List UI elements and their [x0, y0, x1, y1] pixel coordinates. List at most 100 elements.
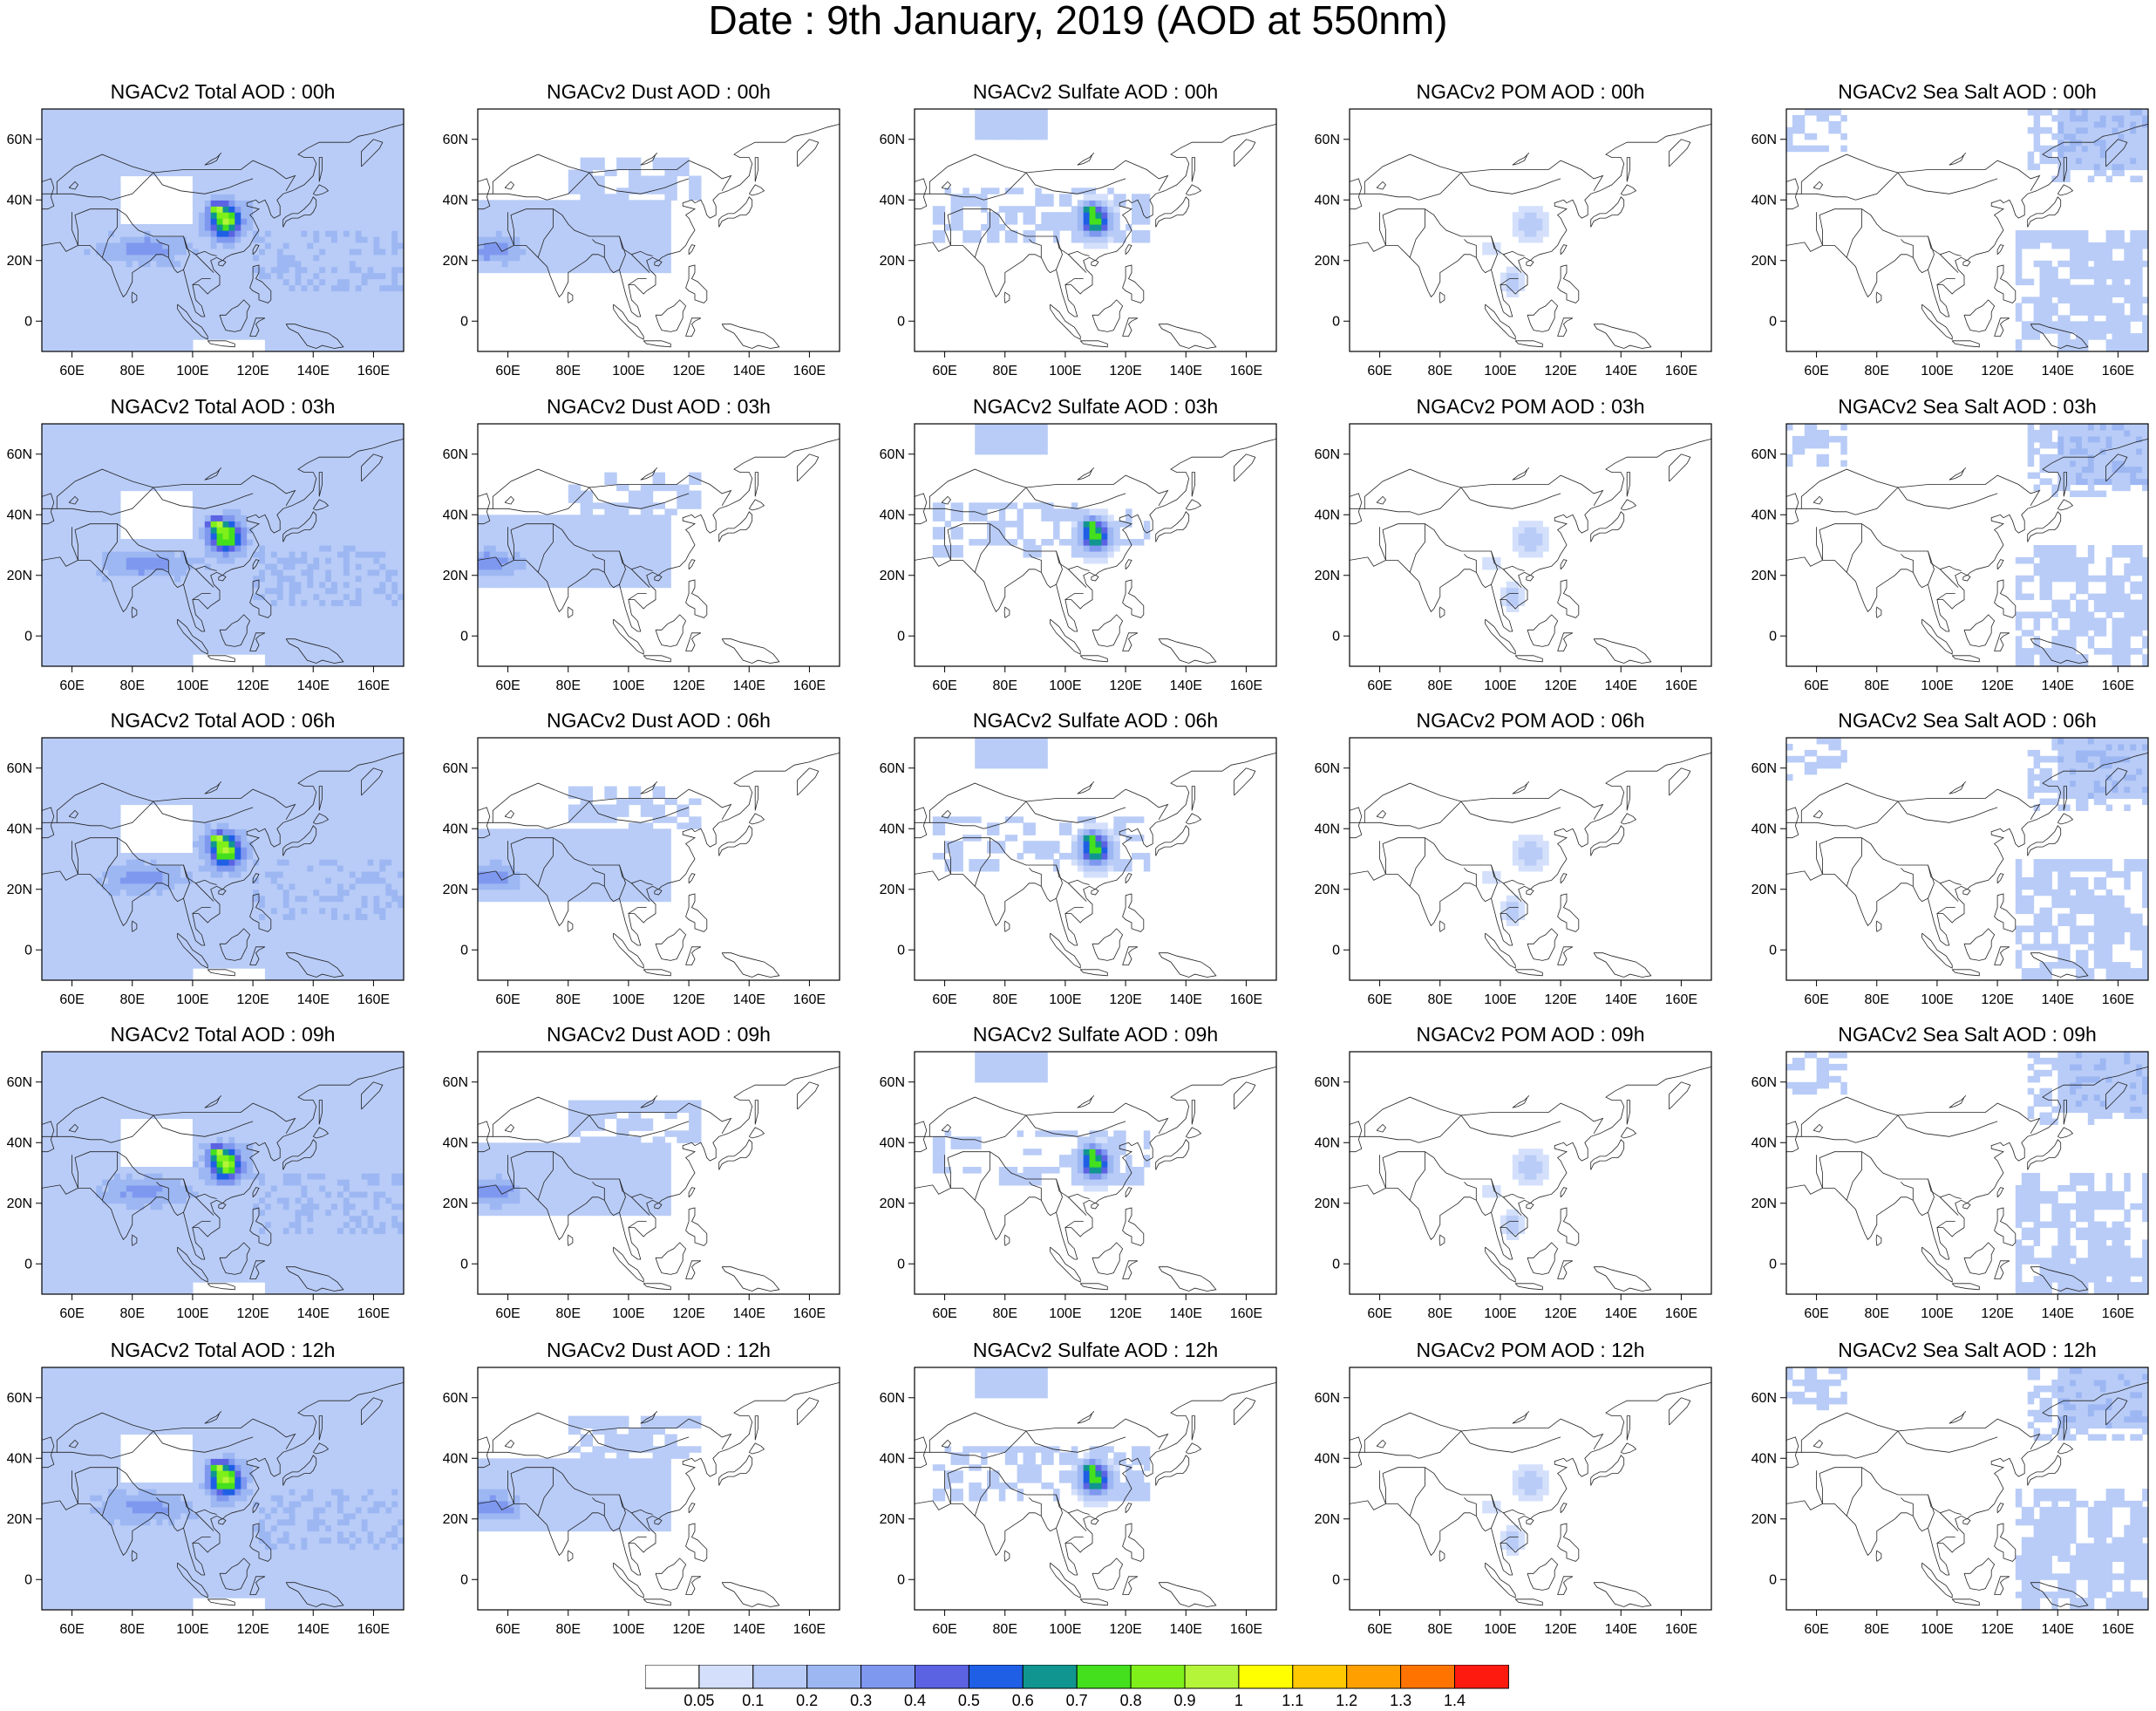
aod-field — [1482, 521, 1549, 612]
y-tick-label: 40N — [1751, 821, 1777, 836]
x-tick-label: 120E — [1109, 1622, 1141, 1637]
y-tick-label: 40N — [7, 193, 32, 208]
x-tick-label: 140E — [2042, 678, 2074, 693]
x-tick-label: 100E — [1049, 678, 1081, 693]
x-tick-label: 100E — [176, 1306, 208, 1321]
y-tick-label: 0 — [460, 943, 468, 958]
y-tick-label: 60N — [1751, 1075, 1777, 1090]
x-tick-label: 100E — [1484, 1306, 1516, 1321]
y-tick-label: 0 — [1769, 1257, 1777, 1271]
y-tick-label: 0 — [897, 314, 905, 329]
x-tick-label: 140E — [1605, 1306, 1637, 1321]
y-tick-label: 40N — [880, 821, 905, 836]
panel-title: NGACv2 Sea Salt AOD : 09h — [1786, 1024, 2148, 1045]
x-tick-label: 100E — [176, 364, 208, 378]
x-tick-label: 60E — [495, 364, 520, 378]
x-tick-label: 60E — [495, 1622, 520, 1637]
x-tick-label: 140E — [297, 678, 330, 693]
y-tick-label: 20N — [7, 1196, 32, 1211]
panel-title: NGACv2 Sea Salt AOD : 03h — [1786, 396, 2148, 417]
y-tick-label: 40N — [1315, 193, 1340, 208]
y-tick-label: 60N — [880, 133, 905, 147]
y-tick-label: 20N — [1751, 1196, 1777, 1211]
x-tick-label: 120E — [672, 678, 704, 693]
y-tick-label: 20N — [443, 1196, 468, 1211]
x-tick-label: 80E — [993, 678, 1017, 693]
x-tick-label: 140E — [2042, 1622, 2074, 1637]
x-tick-label: 120E — [1544, 992, 1576, 1007]
y-tick-label: 60N — [880, 1391, 905, 1406]
y-tick-label: 20N — [443, 254, 468, 269]
y-tick-label: 60N — [7, 447, 32, 462]
colorbar-swatch — [753, 1665, 807, 1688]
panel-title: NGACv2 Sulfate AOD : 00h — [915, 81, 1276, 102]
x-tick-label: 140E — [1170, 992, 1202, 1007]
aod-field — [1786, 424, 2149, 667]
x-tick-label: 100E — [1921, 1306, 1953, 1321]
y-tick-label: 60N — [880, 1075, 905, 1090]
y-tick-label: 0 — [460, 1257, 468, 1271]
x-tick-label: 80E — [556, 678, 581, 693]
y-tick-label: 60N — [443, 133, 468, 147]
colorbar-label: 0.6 — [1012, 1692, 1034, 1707]
y-tick-label: 0 — [897, 1257, 905, 1271]
x-tick-label: 140E — [1605, 1622, 1637, 1637]
x-tick-label: 80E — [1865, 1622, 1889, 1637]
x-tick-label: 100E — [1049, 992, 1081, 1007]
x-tick-label: 140E — [1170, 678, 1202, 693]
colorbar-label: 0.9 — [1173, 1692, 1195, 1707]
x-tick-label: 60E — [932, 678, 956, 693]
y-tick-label: 20N — [1751, 1512, 1777, 1527]
colorbar-swatch — [969, 1665, 1023, 1688]
aod-field — [1482, 206, 1549, 297]
y-tick-label: 40N — [1751, 1451, 1777, 1466]
aod-field — [478, 473, 702, 589]
y-tick-label: 20N — [7, 254, 32, 269]
panel-title: NGACv2 Sulfate AOD : 03h — [915, 396, 1276, 417]
x-tick-label: 140E — [733, 364, 765, 378]
panel-title: NGACv2 Total AOD : 00h — [42, 81, 404, 102]
x-tick-label: 120E — [236, 1622, 269, 1637]
y-tick-label: 20N — [880, 569, 905, 583]
x-tick-label: 160E — [793, 1622, 826, 1637]
y-tick-label: 0 — [1769, 629, 1777, 644]
y-tick-label: 60N — [7, 1391, 32, 1406]
x-tick-label: 120E — [1544, 1306, 1576, 1321]
x-tick-label: 80E — [1428, 1306, 1452, 1321]
colorbar-label: 1.2 — [1336, 1692, 1357, 1707]
y-tick-label: 40N — [443, 508, 468, 522]
aod-field — [933, 424, 1151, 564]
y-tick-label: 0 — [897, 1572, 905, 1587]
x-tick-label: 60E — [1804, 992, 1828, 1007]
y-tick-label: 60N — [1751, 447, 1777, 462]
colorbar-swatch — [1185, 1665, 1239, 1688]
panel-title: NGACv2 Sulfate AOD : 06h — [915, 710, 1276, 731]
y-tick-label: 40N — [1751, 508, 1777, 522]
panel-title: NGACv2 Dust AOD : 06h — [478, 710, 840, 731]
x-tick-label: 100E — [176, 678, 208, 693]
x-tick-label: 160E — [793, 992, 826, 1007]
x-tick-label: 60E — [1367, 1622, 1391, 1637]
x-tick-label: 160E — [2102, 678, 2134, 693]
x-tick-label: 160E — [1665, 1306, 1697, 1321]
x-tick-label: 100E — [1484, 992, 1516, 1007]
x-tick-label: 80E — [993, 1622, 1017, 1637]
x-tick-label: 120E — [672, 1622, 704, 1637]
x-tick-label: 140E — [1605, 678, 1637, 693]
